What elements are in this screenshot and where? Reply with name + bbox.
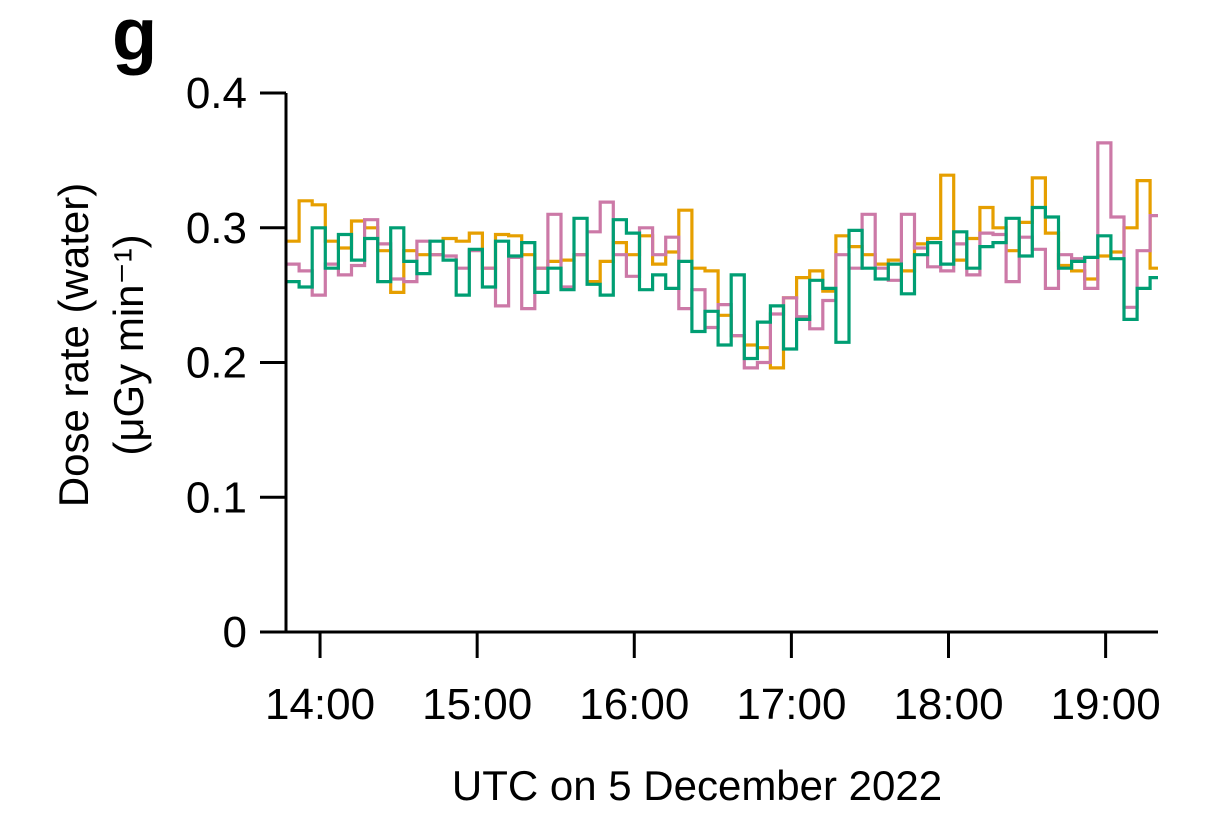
series-line-3 bbox=[286, 205, 1158, 361]
y-tick-label: 0 bbox=[223, 608, 247, 657]
panel-label: g bbox=[112, 0, 158, 76]
x-tick-label: 16:00 bbox=[579, 680, 689, 729]
y-tick-label: 0.1 bbox=[186, 473, 247, 522]
y-axis-title-line1: Dose rate (water) bbox=[50, 183, 97, 507]
x-tick-label: 17:00 bbox=[736, 680, 846, 729]
series-group bbox=[286, 141, 1158, 370]
y-axis-ticks: 0 0.1 0.2 0.3 0.4 bbox=[186, 69, 286, 657]
y-tick-label: 0.4 bbox=[186, 69, 247, 118]
x-tick-label: 15:00 bbox=[422, 680, 532, 729]
series-line-2 bbox=[286, 141, 1158, 370]
x-tick-label: 14:00 bbox=[265, 680, 375, 729]
x-axis-title: UTC on 5 December 2022 bbox=[452, 762, 942, 809]
y-tick-label: 0.2 bbox=[186, 339, 247, 388]
y-tick-label: 0.3 bbox=[186, 204, 247, 253]
x-tick-label: 18:00 bbox=[893, 680, 1003, 729]
y-axis-title-line2: (μGy min⁻¹) bbox=[105, 234, 152, 455]
x-tick-label: 19:00 bbox=[1051, 680, 1161, 729]
x-axis-ticks: 14:00 15:00 16:00 17:00 18:00 19:00 bbox=[265, 632, 1161, 729]
